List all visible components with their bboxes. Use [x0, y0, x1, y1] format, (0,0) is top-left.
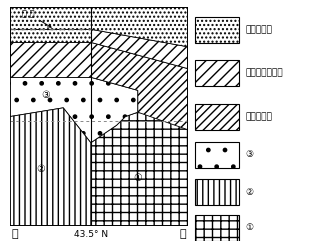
Text: 雪 线: 雪 线 [22, 9, 51, 27]
Polygon shape [10, 77, 138, 143]
Polygon shape [91, 112, 188, 226]
Bar [195, 104, 238, 130]
Text: ②: ② [245, 188, 253, 197]
Polygon shape [10, 108, 91, 226]
Bar [195, 215, 238, 241]
Text: ②: ② [36, 164, 44, 174]
Bar [195, 17, 238, 43]
Polygon shape [91, 7, 188, 47]
Polygon shape [10, 42, 91, 77]
Text: ①: ① [133, 173, 142, 183]
Bar [195, 179, 238, 205]
Text: ③: ③ [41, 90, 50, 100]
Text: ③: ③ [245, 150, 253, 159]
Text: 高山荒漠草原带: 高山荒漠草原带 [245, 69, 283, 78]
Text: 43.5° N: 43.5° N [74, 230, 108, 239]
Polygon shape [10, 7, 91, 29]
Bar [195, 60, 238, 86]
Bar [195, 142, 238, 168]
Text: 北: 北 [12, 229, 18, 239]
Text: 南: 南 [179, 229, 186, 239]
Polygon shape [91, 42, 188, 130]
Text: 高山荒漠带: 高山荒漠带 [245, 25, 272, 34]
Text: ①: ① [245, 223, 253, 232]
Polygon shape [91, 29, 188, 68]
Polygon shape [10, 29, 91, 42]
Text: 高山草甸带: 高山草甸带 [245, 112, 272, 121]
